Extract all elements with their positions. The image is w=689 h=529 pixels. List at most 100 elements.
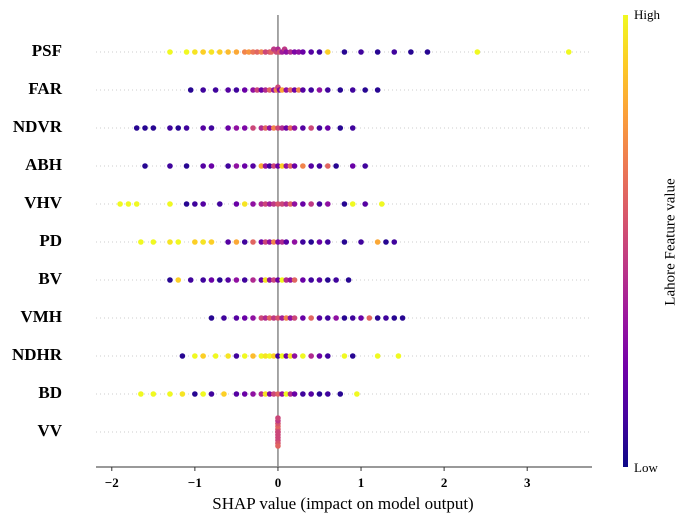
point [270, 391, 277, 397]
point [254, 49, 260, 55]
point [316, 353, 323, 359]
point [167, 163, 173, 169]
point [262, 353, 269, 359]
point [192, 49, 198, 55]
point [275, 391, 281, 397]
point [324, 391, 331, 397]
point [287, 125, 294, 131]
point [192, 391, 198, 397]
point [192, 201, 198, 207]
point [225, 87, 231, 93]
point [266, 201, 273, 207]
point [333, 277, 339, 283]
point [337, 87, 344, 93]
point [308, 87, 314, 93]
point [408, 49, 414, 55]
point [374, 315, 381, 321]
point [225, 125, 231, 131]
point [287, 353, 294, 359]
point [262, 163, 269, 169]
point [308, 353, 314, 359]
point [221, 391, 227, 397]
point [374, 87, 381, 93]
point [250, 277, 256, 283]
point [179, 353, 186, 359]
point [358, 315, 364, 321]
point [258, 391, 265, 397]
point [258, 125, 265, 131]
point [300, 353, 306, 359]
x-tick-label: 0 [275, 475, 282, 490]
point [200, 201, 206, 207]
y-tick-label: NDVR [13, 117, 63, 136]
point [308, 49, 314, 55]
point [391, 239, 398, 245]
point [208, 315, 215, 321]
point [337, 125, 344, 131]
point [250, 353, 256, 359]
point [287, 87, 294, 93]
point [208, 239, 215, 245]
point [270, 163, 277, 169]
x-tick-label: −1 [188, 475, 202, 490]
point [316, 49, 323, 55]
point [324, 163, 331, 169]
point [175, 277, 182, 283]
point [258, 315, 265, 321]
point [279, 391, 285, 397]
point [212, 353, 219, 359]
point [241, 353, 248, 359]
point [300, 125, 306, 131]
point [233, 49, 240, 55]
point [300, 239, 306, 245]
point [133, 125, 140, 131]
point [233, 125, 240, 131]
point [266, 239, 273, 245]
point [270, 239, 277, 245]
point [358, 239, 364, 245]
point [250, 239, 256, 245]
point [258, 87, 265, 93]
point [279, 87, 285, 93]
point [275, 443, 281, 449]
point [279, 239, 285, 245]
point [200, 49, 206, 55]
point [283, 277, 290, 283]
point [241, 163, 248, 169]
point [349, 87, 356, 93]
point [379, 201, 385, 207]
point [150, 239, 157, 245]
x-tick-label: −2 [105, 475, 119, 490]
point [241, 277, 248, 283]
point [262, 87, 269, 93]
point [287, 391, 294, 397]
point [275, 277, 281, 283]
point [308, 239, 314, 245]
point [300, 163, 306, 169]
point [183, 163, 190, 169]
point [308, 201, 314, 207]
point [308, 277, 314, 283]
point [142, 163, 148, 169]
point [395, 353, 402, 359]
point [349, 353, 356, 359]
point [167, 125, 173, 131]
point [175, 239, 182, 245]
point [254, 87, 260, 93]
point [225, 49, 231, 55]
point [316, 315, 323, 321]
point [275, 125, 281, 131]
point [349, 315, 356, 321]
point [324, 87, 331, 93]
point [138, 391, 144, 397]
y-tick-label: PSF [32, 41, 62, 60]
point [200, 353, 206, 359]
colorbar-high: High [634, 7, 661, 22]
point [279, 163, 285, 169]
point [333, 163, 339, 169]
point [291, 163, 298, 169]
point [287, 49, 294, 55]
point [316, 391, 323, 397]
point [142, 125, 148, 131]
point [258, 277, 265, 283]
